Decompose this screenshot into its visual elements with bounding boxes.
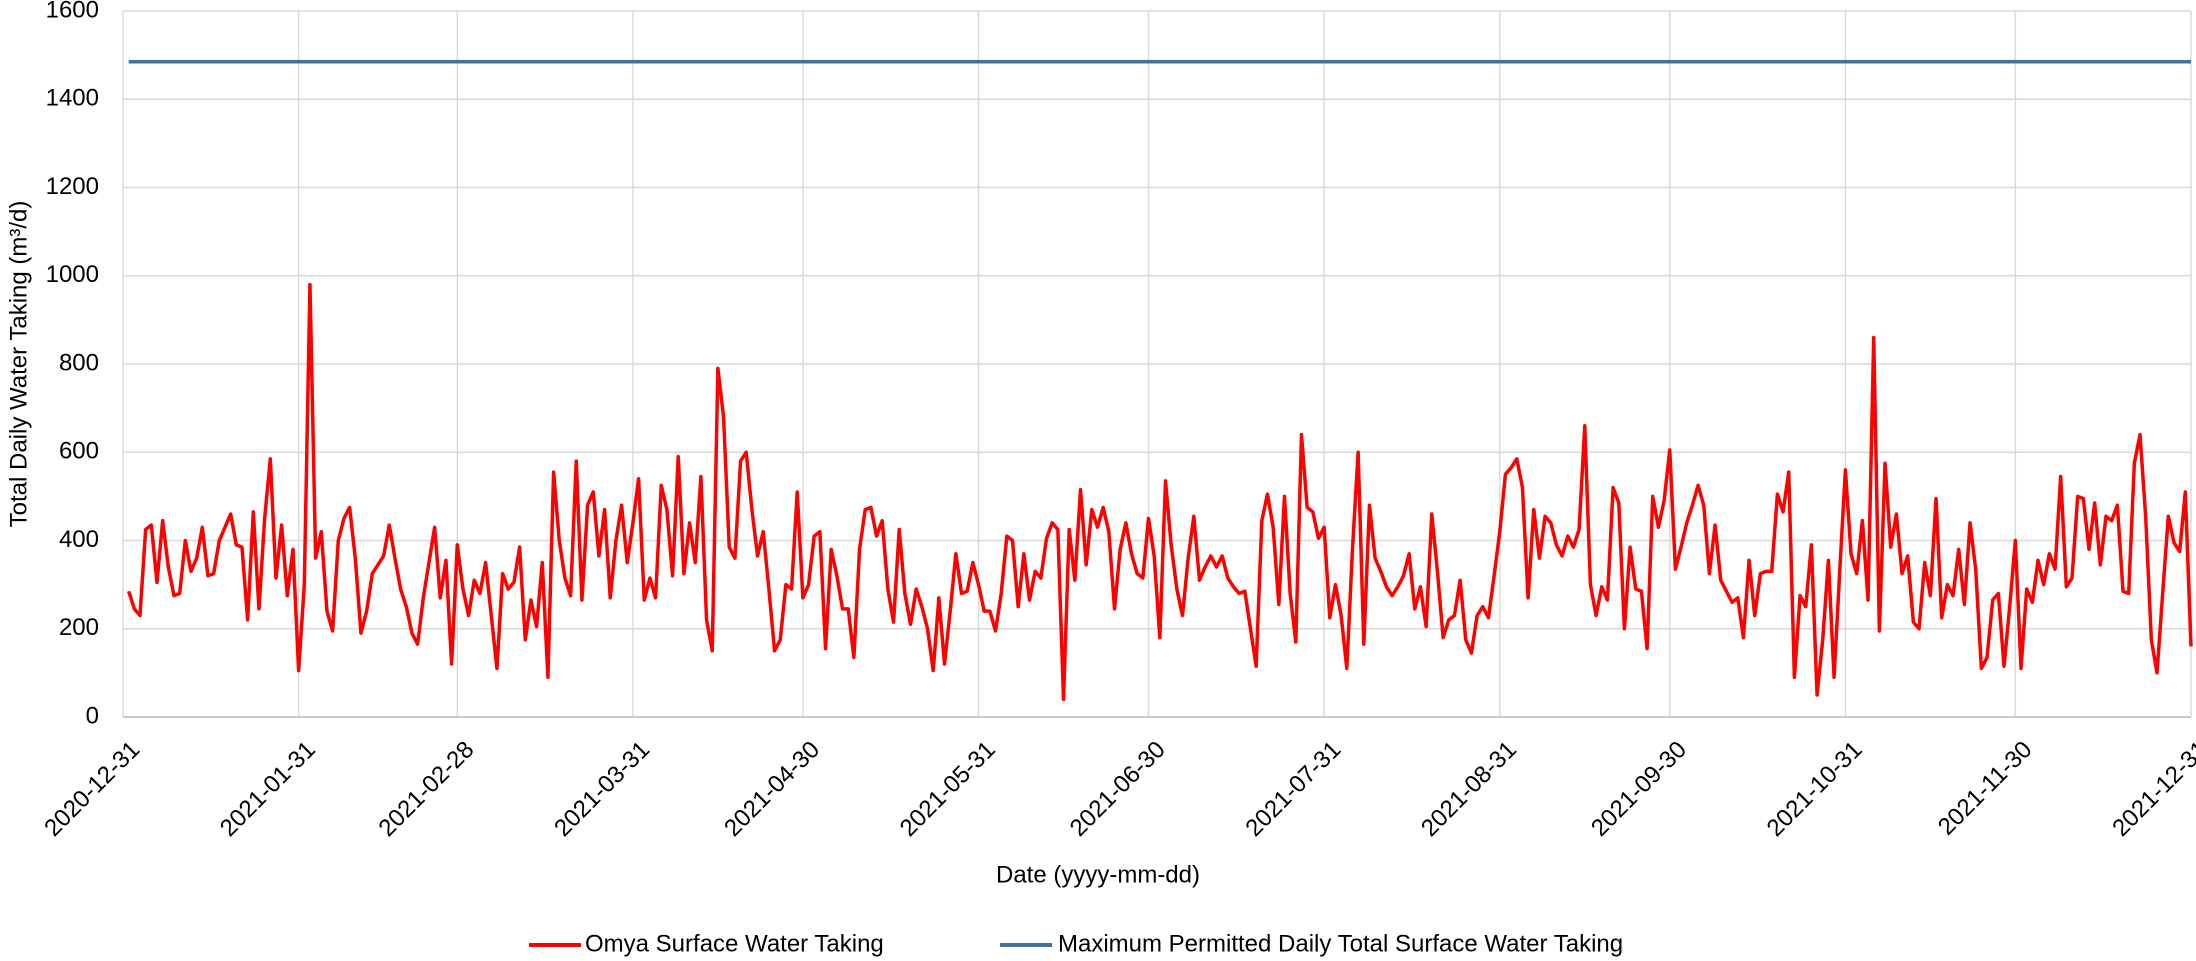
x-tick-label: 2021-03-31: [549, 736, 655, 842]
x-tick-label: 2021-05-31: [895, 736, 1001, 842]
x-tick-label: 2021-01-31: [215, 736, 321, 842]
y-tick-label: 0: [86, 702, 99, 729]
x-tick-label: 2021-10-31: [1762, 736, 1868, 842]
y-tick-label: 800: [59, 349, 99, 376]
legend-label: Omya Surface Water Taking: [585, 930, 884, 957]
x-tick-label: 2021-02-28: [373, 736, 479, 842]
x-tick-label: 2021-08-31: [1416, 736, 1522, 842]
y-tick-label: 1400: [46, 85, 99, 112]
y-tick-label: 1600: [46, 0, 99, 23]
x-tick-label: 2021-07-31: [1240, 736, 1346, 842]
x-tick-label: 2021-12-31: [2107, 736, 2196, 842]
y-tick-label: 1000: [46, 261, 99, 288]
x-tick-label: 2021-09-30: [1586, 736, 1692, 842]
y-tick-label: 1200: [46, 173, 99, 200]
x-tick-label: 2021-06-30: [1065, 736, 1171, 842]
x-tick-label: 2021-04-30: [719, 736, 825, 842]
series-line: [127, 282, 2193, 702]
y-tick-label: 200: [59, 614, 99, 641]
x-axis-label: Date (yyyy-mm-dd): [996, 861, 1200, 888]
y-tick-label: 600: [59, 438, 99, 465]
y-tick-label: 400: [59, 526, 99, 553]
y-axis-label: Total Daily Water Taking (m³/d): [5, 201, 32, 528]
x-tick-label: 2020-12-31: [39, 736, 145, 842]
x-tick-label: 2021-11-30: [1933, 736, 2038, 841]
legend-label: Maximum Permitted Daily Total Surface Wa…: [1058, 930, 1623, 957]
